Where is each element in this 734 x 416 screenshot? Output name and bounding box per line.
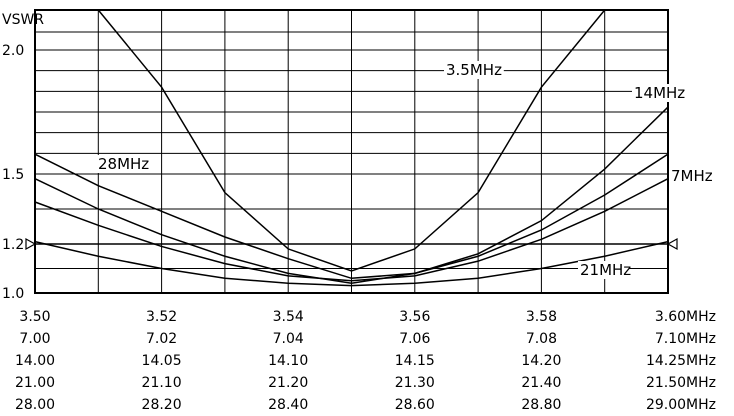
x-tick-label: 14.05 xyxy=(142,353,182,369)
x-tick-label: 7.04 xyxy=(273,331,304,347)
series-label-bg xyxy=(669,167,711,185)
curves xyxy=(34,9,669,287)
x-tick-label: 7.10MHz xyxy=(655,331,716,347)
x-tick-label: 3.58 xyxy=(526,309,557,325)
series-28mhz xyxy=(34,153,669,280)
y-axis-label: VSWR xyxy=(2,12,44,28)
x-tick-label: 3.56 xyxy=(399,309,430,325)
x-tick-label: 14.25MHz xyxy=(646,353,716,369)
x-tick-label: 28.80 xyxy=(521,397,561,413)
y-tick-label: 1.2 xyxy=(2,237,24,253)
grid xyxy=(34,9,669,294)
series-label: 7MHz xyxy=(671,167,713,185)
series-21mhz xyxy=(34,240,669,287)
series-label: 21MHz xyxy=(580,261,631,279)
x-tick-label: 7.00 xyxy=(19,331,50,347)
x-tick-label: 21.40 xyxy=(521,375,561,391)
x-tick-label: 14.15 xyxy=(395,353,435,369)
x-tick-label: 14.20 xyxy=(521,353,561,369)
series-label: 14MHz xyxy=(634,84,685,102)
y-tick-label: 1.0 xyxy=(2,286,24,302)
x-tick-label: 21.00 xyxy=(15,375,55,391)
x-tick-label: 14.10 xyxy=(268,353,308,369)
x-tick-label: 28.60 xyxy=(395,397,435,413)
x-tick-label: 28.20 xyxy=(142,397,182,413)
x-tick-label: 7.02 xyxy=(146,331,177,347)
x-tick-label: 21.50MHz xyxy=(646,375,716,391)
series-label-bg xyxy=(578,261,629,279)
y-tick-label: 2.0 xyxy=(2,43,24,59)
x-tick-label: 29.00MHz xyxy=(646,397,716,413)
series-label-bg xyxy=(444,61,504,79)
x-tick-label: 3.50 xyxy=(19,309,50,325)
x-tick-label: 7.06 xyxy=(399,331,430,347)
x-tick-label: 28.40 xyxy=(268,397,308,413)
reference-marker-right xyxy=(666,237,678,251)
series-label: 28MHz xyxy=(98,155,149,173)
labels: VSWR 2.0 1.5 1.2 1.0 3.50 3.52 3.54 3.56 3.58 3.60… xyxy=(2,12,716,413)
series-label-bg xyxy=(96,155,147,173)
series-3-5mhz xyxy=(34,9,668,272)
y-tick-label: 1.5 xyxy=(2,167,24,183)
x-tick-label: 21.20 xyxy=(268,375,308,391)
series-7mhz xyxy=(34,178,669,282)
x-tick-label: 14.00 xyxy=(15,353,55,369)
x-tick-label: 21.30 xyxy=(395,375,435,391)
x-tick-label: 3.52 xyxy=(146,309,177,325)
x-tick-label: 3.60MHz xyxy=(655,309,716,325)
x-tick-label: 3.54 xyxy=(273,309,304,325)
reference-markers xyxy=(25,237,678,251)
series-14mhz xyxy=(34,106,669,284)
series-label-bg xyxy=(632,84,683,102)
reference-marker-left xyxy=(25,237,37,251)
x-tick-label: 28.00 xyxy=(15,397,55,413)
x-tick-label: 7.08 xyxy=(526,331,557,347)
series-label: 3.5MHz xyxy=(446,61,502,79)
x-tick-label: 21.10 xyxy=(142,375,182,391)
